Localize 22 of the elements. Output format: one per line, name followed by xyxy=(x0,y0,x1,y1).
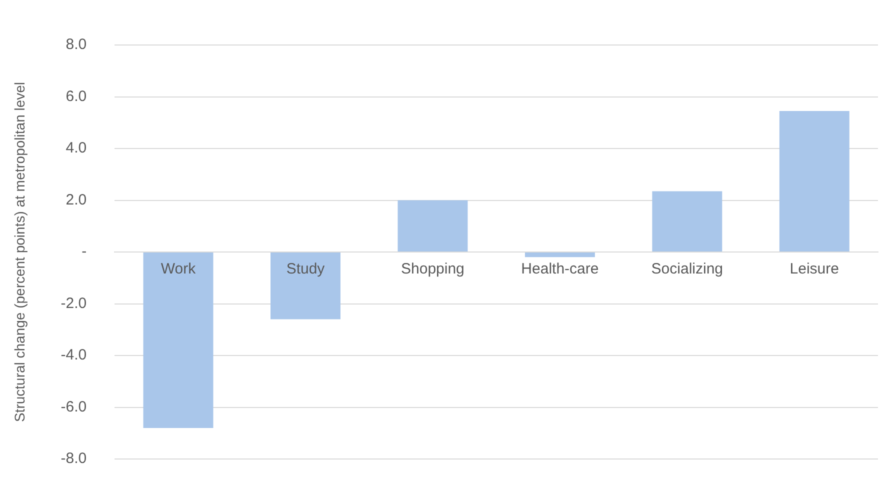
y-tick-label: 8.0 xyxy=(66,36,87,54)
bar xyxy=(652,191,722,252)
bar xyxy=(398,200,468,252)
x-tick-label: Shopping xyxy=(401,260,464,278)
x-tick-label: Health-care xyxy=(521,260,599,278)
bar xyxy=(524,252,595,258)
bar xyxy=(270,252,340,320)
x-tick-label: Leisure xyxy=(790,260,839,278)
y-tick-label: -4.0 xyxy=(60,346,87,364)
y-tick-label: -6.0 xyxy=(60,398,87,416)
bar xyxy=(143,252,214,428)
y-tick-label: 4.0 xyxy=(66,140,87,157)
bar xyxy=(779,110,850,252)
y-axis-title: Structural change (percent points) at metropolitan level xyxy=(11,82,28,422)
y-tick-label: 2.0 xyxy=(66,191,87,208)
y-tick-label: -2.0 xyxy=(60,294,87,312)
x-tick-label: Work xyxy=(160,260,196,278)
y-tick-label: -8.0 xyxy=(60,450,87,468)
x-tick-label: Socializing xyxy=(651,260,724,278)
y-tick-label: 6.0 xyxy=(66,88,87,105)
y-tick-label: - xyxy=(82,243,87,260)
x-tick-label: Study xyxy=(286,260,326,278)
